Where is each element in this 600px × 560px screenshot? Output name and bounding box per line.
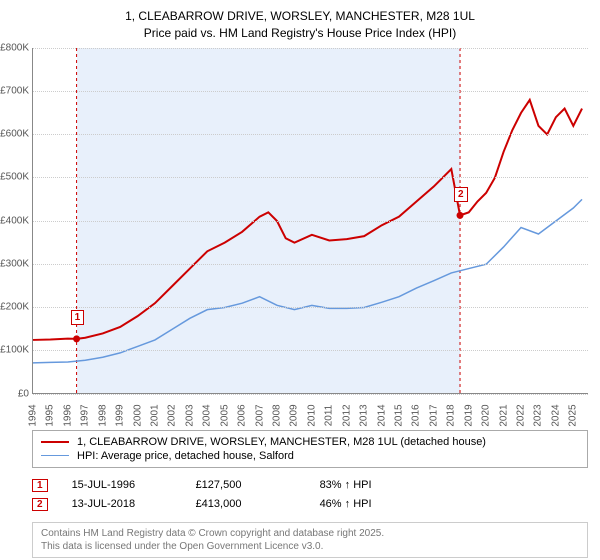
- markers-table: 1 15-JUL-1996 £127,500 83% ↑ HPI 2 13-JU…: [32, 476, 588, 514]
- x-axis-label: 2013: [359, 404, 370, 426]
- title-line-1: 1, CLEABARROW DRIVE, WORSLEY, MANCHESTER…: [12, 8, 588, 25]
- x-axis-label: 2003: [184, 404, 195, 426]
- marker-callout: 1: [71, 310, 85, 325]
- x-axis-label: 2006: [237, 404, 248, 426]
- marker-change: 46% ↑ HPI: [320, 498, 420, 510]
- x-axis-label: 2007: [254, 404, 265, 426]
- marker-row: 1 15-JUL-1996 £127,500 83% ↑ HPI: [32, 476, 588, 495]
- x-axis-label: 1998: [97, 404, 108, 426]
- marker-callout: 2: [454, 187, 468, 202]
- legend-label-1: HPI: Average price, detached house, Salf…: [77, 450, 294, 462]
- x-axis-label: 2017: [428, 404, 439, 426]
- x-axis-label: 1997: [80, 404, 91, 426]
- y-axis-label: £0: [0, 388, 29, 399]
- y-axis-label: £500K: [0, 172, 29, 183]
- footer-line-1: Contains HM Land Registry data © Crown c…: [41, 527, 579, 540]
- marker-price: £413,000: [196, 498, 296, 510]
- legend-swatch-0: [41, 441, 69, 443]
- y-axis-label: £200K: [0, 302, 29, 313]
- legend-row: 1, CLEABARROW DRIVE, WORSLEY, MANCHESTER…: [41, 435, 579, 449]
- x-axis-label: 2014: [376, 404, 387, 426]
- x-axis-label: 2016: [411, 404, 422, 426]
- y-axis-label: £300K: [0, 258, 29, 269]
- marker-id-box: 1: [32, 479, 48, 492]
- grid-line: [33, 350, 588, 351]
- x-axis-label: 2020: [481, 404, 492, 426]
- x-axis-label: 2000: [132, 404, 143, 426]
- x-axis-label: 2021: [498, 404, 509, 426]
- marker-price: £127,500: [196, 479, 296, 491]
- y-axis-label: £600K: [0, 129, 29, 140]
- y-axis-label: £100K: [0, 345, 29, 356]
- legend-row: HPI: Average price, detached house, Salf…: [41, 449, 579, 463]
- x-axis-label: 2018: [446, 404, 457, 426]
- chart-container: { "title": { "line1": "1, CLEABARROW DRI…: [0, 0, 600, 560]
- x-axis-label: 2012: [341, 404, 352, 426]
- marker-row: 2 13-JUL-2018 £413,000 46% ↑ HPI: [32, 495, 588, 514]
- grid-line: [33, 307, 588, 308]
- legend-box: 1, CLEABARROW DRIVE, WORSLEY, MANCHESTER…: [32, 430, 588, 468]
- marker-change: 83% ↑ HPI: [320, 479, 420, 491]
- grid-line: [33, 264, 588, 265]
- x-axis-label: 1994: [28, 404, 39, 426]
- grid-line: [33, 177, 588, 178]
- x-axis-label: 2009: [289, 404, 300, 426]
- footer-line-2: This data is licensed under the Open Gov…: [41, 540, 579, 553]
- legend-swatch-1: [41, 455, 69, 457]
- x-axis-label: 2023: [533, 404, 544, 426]
- grid-line: [33, 48, 588, 49]
- x-axis-label: 2015: [394, 404, 405, 426]
- chart-title: 1, CLEABARROW DRIVE, WORSLEY, MANCHESTER…: [12, 8, 588, 42]
- x-axis-label: 2025: [568, 404, 579, 426]
- grid-line: [33, 134, 588, 135]
- x-axis-label: 2008: [272, 404, 283, 426]
- title-line-2: Price paid vs. HM Land Registry's House …: [12, 25, 588, 42]
- y-axis-label: £800K: [0, 42, 29, 53]
- x-axis-label: 2004: [202, 404, 213, 426]
- series-line-hpi: [33, 199, 582, 362]
- grid-line: [33, 221, 588, 222]
- grid-line: [33, 91, 588, 92]
- x-axis-label: 2022: [516, 404, 527, 426]
- marker-date: 15-JUL-1996: [72, 479, 172, 491]
- x-axis-label: 1996: [62, 404, 73, 426]
- plot-area: £0£100K£200K£300K£400K£500K£600K£700K£80…: [32, 48, 588, 394]
- y-axis-label: £700K: [0, 85, 29, 96]
- x-axis-label: 2024: [550, 404, 561, 426]
- x-axis-label: 2019: [463, 404, 474, 426]
- y-axis-label: £400K: [0, 215, 29, 226]
- x-axis-label: 2002: [167, 404, 178, 426]
- x-axis-label: 2005: [219, 404, 230, 426]
- x-axis-label: 2010: [306, 404, 317, 426]
- marker-date: 13-JUL-2018: [72, 498, 172, 510]
- series-line-price_paid: [33, 99, 582, 339]
- footer-box: Contains HM Land Registry data © Crown c…: [32, 522, 588, 558]
- legend-label-0: 1, CLEABARROW DRIVE, WORSLEY, MANCHESTER…: [77, 436, 486, 448]
- x-axis-label: 2001: [150, 404, 161, 426]
- marker-id-box: 2: [32, 498, 48, 511]
- x-axis-label: 1995: [45, 404, 56, 426]
- x-axis-label: 2011: [324, 404, 335, 426]
- grid-line: [33, 394, 588, 395]
- x-axis-label: 1999: [115, 404, 126, 426]
